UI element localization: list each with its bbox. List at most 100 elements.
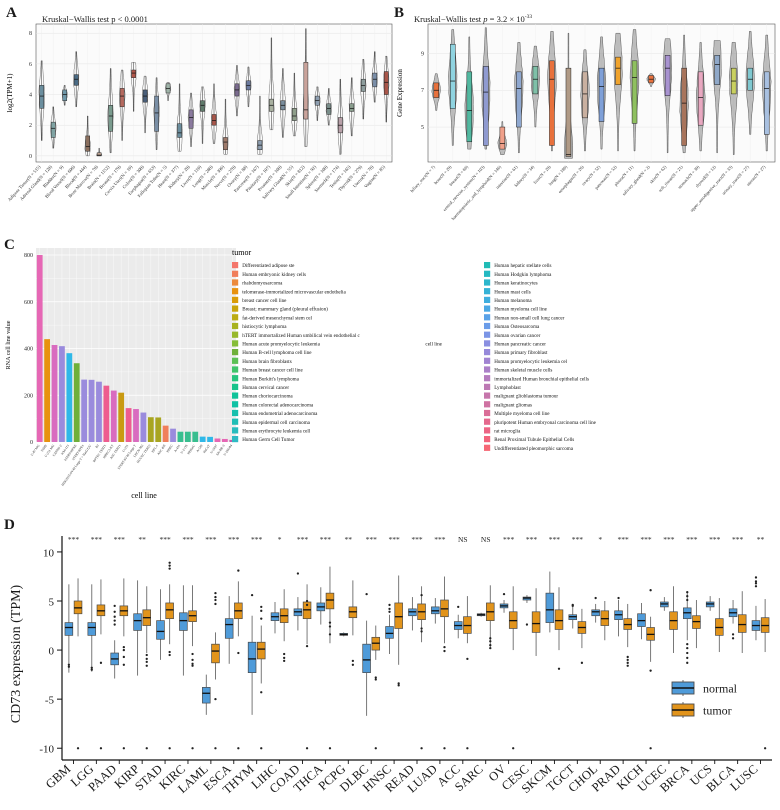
svg-text:cell line: cell line: [425, 341, 442, 347]
svg-text:Human brain fibroblasts: Human brain fibroblasts: [242, 358, 292, 365]
svg-text:HBEC: HBEC: [166, 443, 175, 453]
svg-text:***: ***: [205, 535, 217, 544]
svg-text:Human primary fibroblast: Human primary fibroblast: [494, 349, 548, 356]
panel-c: C 0 200 400 600 800 RNA cell line value cell l…: [0, 236, 780, 518]
svg-text:***: ***: [732, 535, 744, 544]
svg-text:U-2197: U-2197: [209, 443, 218, 454]
svg-text:4: 4: [29, 93, 32, 99]
svg-text:10: 10: [43, 547, 55, 559]
svg-text:U-2 OS: U-2 OS: [180, 444, 189, 455]
svg-text:normal: normal: [703, 682, 738, 696]
svg-text:Human breast cancer cell line: Human breast cancer cell line: [242, 368, 303, 374]
svg-text:tumor: tumor: [232, 248, 251, 257]
svg-text:Human non-small cell lung canc: Human non-small cell lung cancer: [494, 315, 564, 321]
svg-text:Human ovarian cancer: Human ovarian cancer: [494, 333, 540, 339]
svg-text:200: 200: [24, 393, 33, 399]
svg-text:***: ***: [503, 535, 515, 544]
svg-text:7: 7: [421, 88, 424, 94]
svg-text:Human choriocarcinoma: Human choriocarcinoma: [242, 394, 293, 400]
svg-text:biliary_tract(N = 7): biliary_tract(N = 7): [409, 164, 436, 193]
svg-text:ASC diff: ASC diff: [156, 443, 167, 456]
svg-text:histiocytic lymphoma: histiocytic lymphoma: [242, 324, 287, 330]
svg-text:SK-BR-3: SK-BR-3: [215, 444, 226, 457]
svg-text:Differentiated adipose ste: Differentiated adipose ste: [242, 262, 295, 269]
svg-text:WM-115: WM-115: [60, 443, 70, 455]
svg-text:***: ***: [640, 535, 652, 544]
svg-text:*: *: [278, 535, 282, 544]
svg-text:cell line: cell line: [131, 491, 157, 500]
svg-text:Human epidermal cell carcinoma: Human epidermal cell carcinoma: [242, 420, 310, 426]
svg-text:GBM: GBM: [43, 762, 74, 791]
svg-text:BJ: BJ: [95, 443, 101, 449]
svg-text:Human B-cell lymphoma cell lin: Human B-cell lymphoma cell line: [242, 350, 312, 356]
svg-text:***: ***: [618, 535, 630, 544]
svg-text:0: 0: [30, 440, 33, 446]
panel-c-label: C: [4, 237, 15, 253]
svg-text:***: ***: [572, 535, 584, 544]
svg-text:***: ***: [114, 535, 126, 544]
panel-b-title-value: = 3.2 × 10: [487, 14, 525, 24]
svg-text:telomerase-immortalized microv: telomerase-immortalized microvascular en…: [242, 289, 346, 295]
svg-text:Human cervical cancer: Human cervical cancer: [242, 385, 289, 391]
svg-text:600: 600: [24, 300, 33, 306]
svg-text:Human hepatic stellate cells: Human hepatic stellate cells: [494, 263, 551, 269]
svg-text:HaCaT: HaCaT: [202, 444, 211, 454]
svg-text:800: 800: [24, 253, 33, 259]
svg-text:U-251 MG: U-251 MG: [44, 443, 56, 458]
svg-text:Undifferentiated pleomorphic s: Undifferentiated pleomorphic sarcoma: [494, 445, 574, 452]
svg-text:5: 5: [421, 125, 424, 131]
svg-text:Human promyelocytic leukemia c: Human promyelocytic leukemia cel: [494, 359, 567, 365]
svg-text:U-87 MG: U-87 MG: [30, 443, 41, 456]
svg-text:0: 0: [49, 646, 55, 658]
svg-text:***: ***: [320, 535, 332, 544]
svg-text:***: ***: [366, 535, 378, 544]
svg-text:malignant gliomas: malignant gliomas: [494, 402, 532, 408]
svg-text:A-549: A-549: [195, 444, 203, 453]
svg-text:malignant glioblastoma tumour: malignant glioblastoma tumour: [494, 394, 558, 400]
panel-b-label: B: [394, 5, 405, 21]
panel-c-plot: 0 200 400 600 800 RNA cell line value cell lin…: [5, 248, 236, 500]
svg-text:400: 400: [24, 347, 33, 353]
panel-a: A Kruskal−Wallis test p < 0.0001 0 2 4 6 8 lo…: [0, 0, 395, 235]
svg-text:8: 8: [29, 31, 32, 37]
svg-text:Human erythrocyte leukemia cel: Human erythrocyte leukemia cell: [242, 429, 311, 435]
svg-text:***: ***: [526, 535, 538, 544]
svg-text:log2(TPM+1): log2(TPM+1): [6, 73, 14, 113]
svg-text:Human Osteosarcoma: Human Osteosarcoma: [494, 324, 540, 330]
svg-text:hTERT immortalized Human umbil: hTERT immortalized Human umbilical vein …: [242, 333, 360, 339]
svg-text:Human pancreatic cancer: Human pancreatic cancer: [494, 342, 546, 348]
svg-text:***: ***: [686, 535, 698, 544]
svg-text:Human melanoma: Human melanoma: [494, 298, 532, 304]
svg-text:Human mast cells: Human mast cells: [494, 289, 531, 295]
svg-text:Human Burkitt's lymphoma: Human Burkitt's lymphoma: [242, 376, 299, 382]
svg-text:2: 2: [29, 123, 32, 129]
svg-text:***: ***: [228, 535, 240, 544]
svg-text:rat microglia: rat microglia: [494, 429, 521, 435]
svg-text:HHSteC: HHSteC: [186, 443, 196, 455]
svg-text:immortalized Human bronchial e: immortalized Human bronchial epithelial …: [494, 376, 589, 382]
svg-text:rhabdomyosarcoma: rhabdomyosarcoma: [242, 281, 283, 287]
svg-text:***: ***: [182, 535, 194, 544]
svg-text:pluripotent Human embryonal ca: pluripotent Human embryonal carcinoma ce…: [494, 420, 596, 426]
svg-text:-5: -5: [45, 695, 55, 707]
svg-text:fat-derived mesenchymal stem c: fat-derived mesenchymal stem cel: [242, 314, 312, 321]
svg-text:Human Hodgkin lymphoma: Human Hodgkin lymphoma: [494, 272, 552, 278]
panel-d-label: D: [4, 517, 15, 533]
svg-text:TIME: TIME: [40, 444, 48, 453]
panel-b-title-exponent: -33: [524, 14, 533, 21]
panel-d: D -10 -5 0 5 10 CD73 expression (TPM) *** GBM **…: [0, 516, 780, 810]
svg-text:***: ***: [549, 535, 561, 544]
svg-text:-10: -10: [39, 744, 54, 756]
svg-text:Human embryonic kidney cells: Human embryonic kidney cells: [242, 272, 306, 278]
panel-b-title: Kruskal−Wallis test p = 3.2 × 10-33: [414, 14, 532, 24]
svg-text:9: 9: [421, 51, 424, 57]
svg-text:***: ***: [159, 535, 171, 544]
svg-text:Breast; mammary gland (pleural: Breast; mammary gland (pleural effusion): [242, 306, 328, 313]
svg-text:Human acute promyelocytic leuk: Human acute promyelocytic leukemia: [242, 342, 320, 348]
svg-text:*: *: [598, 535, 602, 544]
svg-text:0: 0: [29, 154, 32, 160]
svg-text:5: 5: [49, 597, 55, 609]
svg-text:U-251: U-251: [121, 444, 129, 453]
svg-text:HFL-1: HFL-1: [151, 443, 160, 453]
